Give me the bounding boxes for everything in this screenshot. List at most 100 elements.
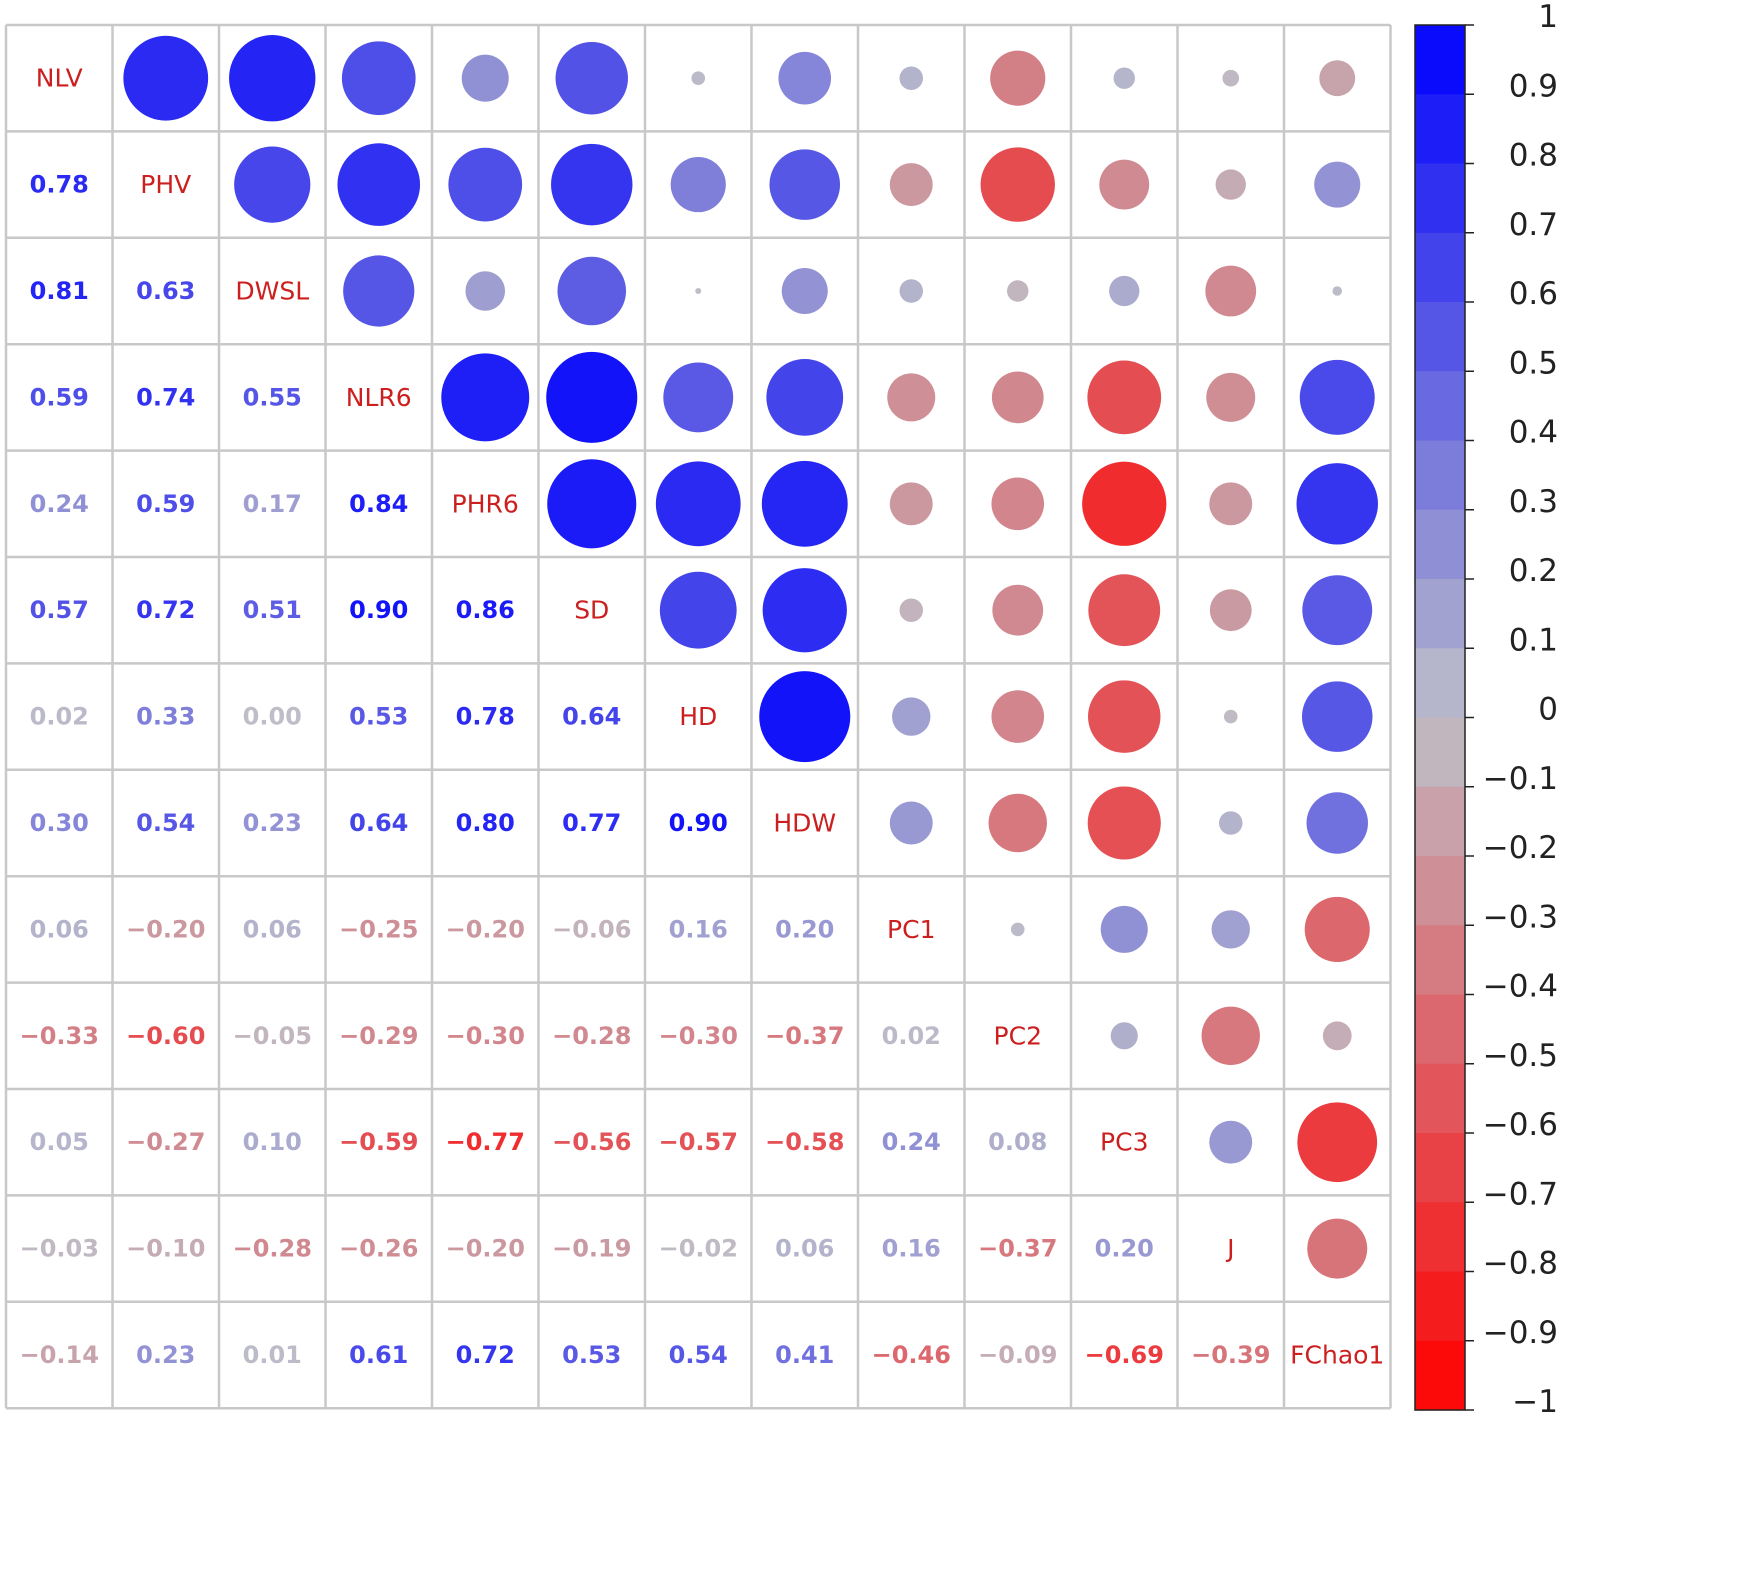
correlation-value-sd-dwsl: 0.51 [243, 596, 302, 624]
correlation-circle-nlv-pc2 [990, 50, 1046, 106]
correlation-circle-sd-pc2 [992, 584, 1044, 636]
correlation-value-phr6-phv: 0.59 [136, 490, 195, 518]
correlation-circle-pc3-fchao1 [1297, 1102, 1378, 1183]
correlation-circle-nlr6-pc1 [887, 373, 936, 422]
variable-label-fchao1: FChao1 [1290, 1341, 1384, 1370]
variable-label-pc1: PC1 [887, 915, 935, 944]
correlation-circle-pc2-pc3 [1110, 1022, 1138, 1050]
correlation-value-pc2-nlr6: −0.29 [339, 1022, 418, 1050]
variable-label-dwsl: DWSL [235, 277, 309, 306]
correlation-value-hd-sd: 0.64 [562, 703, 621, 731]
correlation-value-dwsl-phv: 0.63 [136, 277, 195, 305]
correlation-value-phr6-dwsl: 0.17 [243, 490, 302, 518]
correlation-value-fchao1-phv: 0.23 [136, 1341, 195, 1369]
correlation-circle-nlv-hdw [778, 51, 832, 105]
matrix-cells: NLV 0.78 PHV 0.81 0.63 DWSL 0.59 0.74 0.55 NLR6 0.… [20, 34, 1384, 1370]
colorbar-segment [1415, 509, 1465, 580]
correlation-value-j-pc2: −0.37 [978, 1235, 1057, 1263]
correlation-circle-pc1-fchao1 [1304, 896, 1370, 962]
correlation-circle-dwsl-hdw [781, 267, 828, 315]
correlation-value-phr6-nlv: 0.24 [30, 490, 89, 518]
correlation-value-pc1-nlr6: −0.25 [339, 915, 418, 943]
correlation-circle-hdw-fchao1 [1306, 792, 1368, 854]
correlation-circle-dwsl-fchao1 [1332, 286, 1343, 296]
correlation-circle-nlv-phr6 [461, 54, 509, 102]
correlation-circle-phv-phr6 [448, 147, 523, 222]
correlation-circle-nlv-dwsl [229, 34, 316, 122]
correlation-circle-nlr6-pc2 [991, 371, 1044, 424]
correlation-circle-nlr6-pc3 [1087, 360, 1162, 435]
colorbar-tick-label: 0.2 [1509, 553, 1558, 589]
correlation-value-pc1-hd: 0.16 [669, 915, 728, 943]
correlation-value-pc1-phr6: −0.20 [446, 915, 525, 943]
correlation-value-pc3-nlv: 0.05 [30, 1128, 89, 1156]
correlation-circle-hd-pc1 [892, 697, 931, 736]
colorbar-segment [1415, 786, 1465, 857]
correlation-value-pc3-hd: −0.57 [659, 1128, 738, 1156]
correlation-circle-nlv-pc1 [899, 66, 924, 90]
correlation-value-fchao1-dwsl: 0.01 [243, 1341, 302, 1369]
correlation-value-dwsl-nlv: 0.81 [30, 277, 89, 305]
colorbar-segment [1415, 925, 1465, 996]
variable-label-pc3: PC3 [1100, 1128, 1148, 1157]
colorbar-segment [1415, 717, 1465, 788]
correlation-value-hd-dwsl: 0.00 [243, 703, 302, 731]
correlation-value-hdw-phv: 0.54 [136, 809, 195, 837]
colorbar-tick-label: 0.7 [1509, 207, 1558, 243]
correlation-circle-nlv-j [1222, 69, 1240, 87]
colorbar-tick-label: 1 [1538, 0, 1558, 35]
correlation-circle-nlr6-j [1206, 372, 1256, 422]
colorbar-segment [1415, 94, 1465, 165]
colorbar-tick-label: −1 [1512, 1384, 1558, 1420]
correlation-circle-hdw-pc2 [988, 793, 1047, 853]
correlation-circle-phv-dwsl [234, 146, 311, 223]
correlation-value-phv-nlv: 0.78 [30, 171, 89, 199]
correlation-circle-dwsl-pc2 [1007, 280, 1029, 302]
correlation-value-pc2-phv: −0.60 [126, 1022, 205, 1050]
correlation-circle-hdw-pc1 [889, 801, 933, 845]
colorbar-segment [1415, 1202, 1465, 1273]
correlation-circle-dwsl-pc1 [899, 279, 924, 303]
correlation-value-j-hd: −0.02 [659, 1235, 738, 1263]
correlation-value-pc3-hdw: −0.58 [765, 1128, 844, 1156]
correlation-circle-pc3-j [1209, 1120, 1253, 1164]
correlation-circle-hd-pc3 [1088, 680, 1161, 753]
correlation-value-j-phv: −0.10 [126, 1235, 205, 1263]
correlation-circle-nlv-nlr6 [341, 41, 416, 116]
correlation-circle-dwsl-hd [695, 288, 702, 294]
correlation-value-pc3-nlr6: −0.59 [339, 1128, 418, 1156]
correlation-circle-nlv-sd [555, 41, 628, 115]
correlation-circle-sd-fchao1 [1302, 575, 1373, 646]
correlation-value-fchao1-hdw: 0.41 [775, 1341, 834, 1369]
colorbar-tick-label: −0.7 [1483, 1176, 1558, 1212]
correlation-value-fchao1-nlr6: 0.61 [349, 1341, 408, 1369]
correlation-value-pc2-pc1: 0.02 [882, 1022, 941, 1050]
correlation-circle-phr6-hdw [761, 460, 848, 547]
colorbar-tick-label: −0.2 [1483, 830, 1558, 866]
correlation-value-hdw-dwsl: 0.23 [243, 809, 302, 837]
correlation-value-hd-nlv: 0.02 [30, 703, 89, 731]
correlation-value-j-nlr6: −0.26 [339, 1235, 418, 1263]
correlation-value-j-dwsl: −0.28 [233, 1235, 312, 1263]
variable-label-pc2: PC2 [994, 1021, 1042, 1050]
correlation-circle-dwsl-pc3 [1109, 275, 1140, 307]
variable-label-j: J [1225, 1234, 1234, 1263]
colorbar-segment [1415, 856, 1465, 926]
colorbar: 1 0.9 0.8 0.7 0.6 0.5 0.4 0.3 0.2 0.1 0 −0.1 −0.2 −0.… [1414, 0, 1558, 1420]
correlation-circle-nlr6-hd [663, 362, 734, 433]
variable-label-nlv: NLV [36, 64, 83, 93]
correlation-value-pc2-hdw: −0.37 [765, 1022, 844, 1050]
correlation-value-pc1-hdw: 0.20 [775, 915, 834, 943]
correlation-circle-sd-hd [659, 571, 737, 649]
correlation-value-pc1-phv: −0.20 [126, 915, 205, 943]
colorbar-tick-label: 0.1 [1509, 622, 1558, 658]
correlation-circle-pc2-fchao1 [1322, 1021, 1352, 1051]
correlation-value-fchao1-pc2: −0.09 [978, 1341, 1057, 1369]
correlation-circle-phv-sd [551, 143, 633, 226]
correlation-value-fchao1-pc1: −0.46 [872, 1341, 951, 1369]
variable-label-hdw: HDW [773, 809, 836, 838]
variable-label-nlr6: NLR6 [346, 383, 412, 412]
correlation-value-hd-phr6: 0.78 [456, 703, 515, 731]
correlation-circle-pc2-j [1201, 1006, 1260, 1065]
correlation-circle-phr6-pc2 [991, 477, 1045, 531]
